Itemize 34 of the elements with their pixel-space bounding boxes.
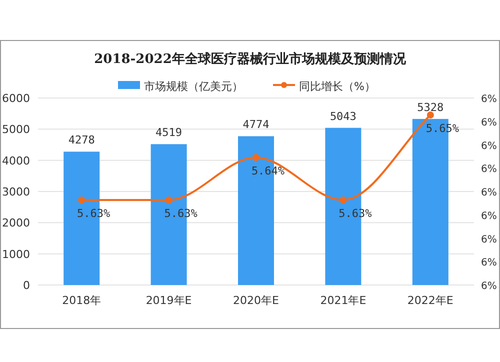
x-tick-label: 2020年E bbox=[233, 294, 280, 307]
x-tick-label: 2018年 bbox=[62, 294, 102, 307]
point bbox=[78, 196, 86, 204]
point bbox=[165, 196, 172, 204]
y2-tick-label: 6% bbox=[481, 210, 497, 222]
y2-tick-label: 6% bbox=[481, 140, 497, 152]
point bbox=[340, 196, 347, 204]
y-tick-label: 1000 bbox=[2, 248, 30, 261]
y-tick-label: 4000 bbox=[2, 154, 30, 168]
x-tick-label: 2021年E bbox=[320, 294, 366, 307]
point bbox=[426, 112, 434, 118]
x-tick-label: 2019年E bbox=[146, 294, 192, 307]
y2-tick-label: 6% bbox=[481, 94, 497, 105]
data-label: 4278 bbox=[68, 134, 95, 147]
chart-title: 2018-2022年全球医疗器械行业市场规模及预测情况 bbox=[94, 51, 407, 67]
y-tick-label: 3000 bbox=[2, 186, 30, 198]
y-tick-label: 6000 bbox=[2, 92, 30, 105]
data-label: 5043 bbox=[330, 110, 356, 123]
y-tick-label: 0 bbox=[23, 279, 30, 292]
y-tick-label: 5000 bbox=[2, 123, 30, 136]
y2-tick-label: 6% bbox=[481, 234, 497, 246]
y2-tick-label: 6% bbox=[481, 117, 497, 128]
y2-tick-label: 6% bbox=[481, 281, 497, 292]
y2-tick-label: 6% bbox=[481, 164, 497, 176]
legend-label: 市场规模（亿美元） bbox=[144, 80, 243, 93]
point bbox=[252, 154, 260, 161]
y2-tick-label: 6% bbox=[481, 258, 497, 269]
legend-label: 同比增长（%） bbox=[299, 80, 376, 93]
y2-tick-label: 6% bbox=[481, 188, 497, 198]
y-tick-label: 2000 bbox=[2, 216, 30, 230]
data-label: 5328 bbox=[417, 100, 444, 114]
x-tick-label: 2022年E bbox=[407, 294, 454, 307]
data-label: 4519 bbox=[156, 126, 182, 140]
data-label: 4774 bbox=[242, 118, 270, 132]
